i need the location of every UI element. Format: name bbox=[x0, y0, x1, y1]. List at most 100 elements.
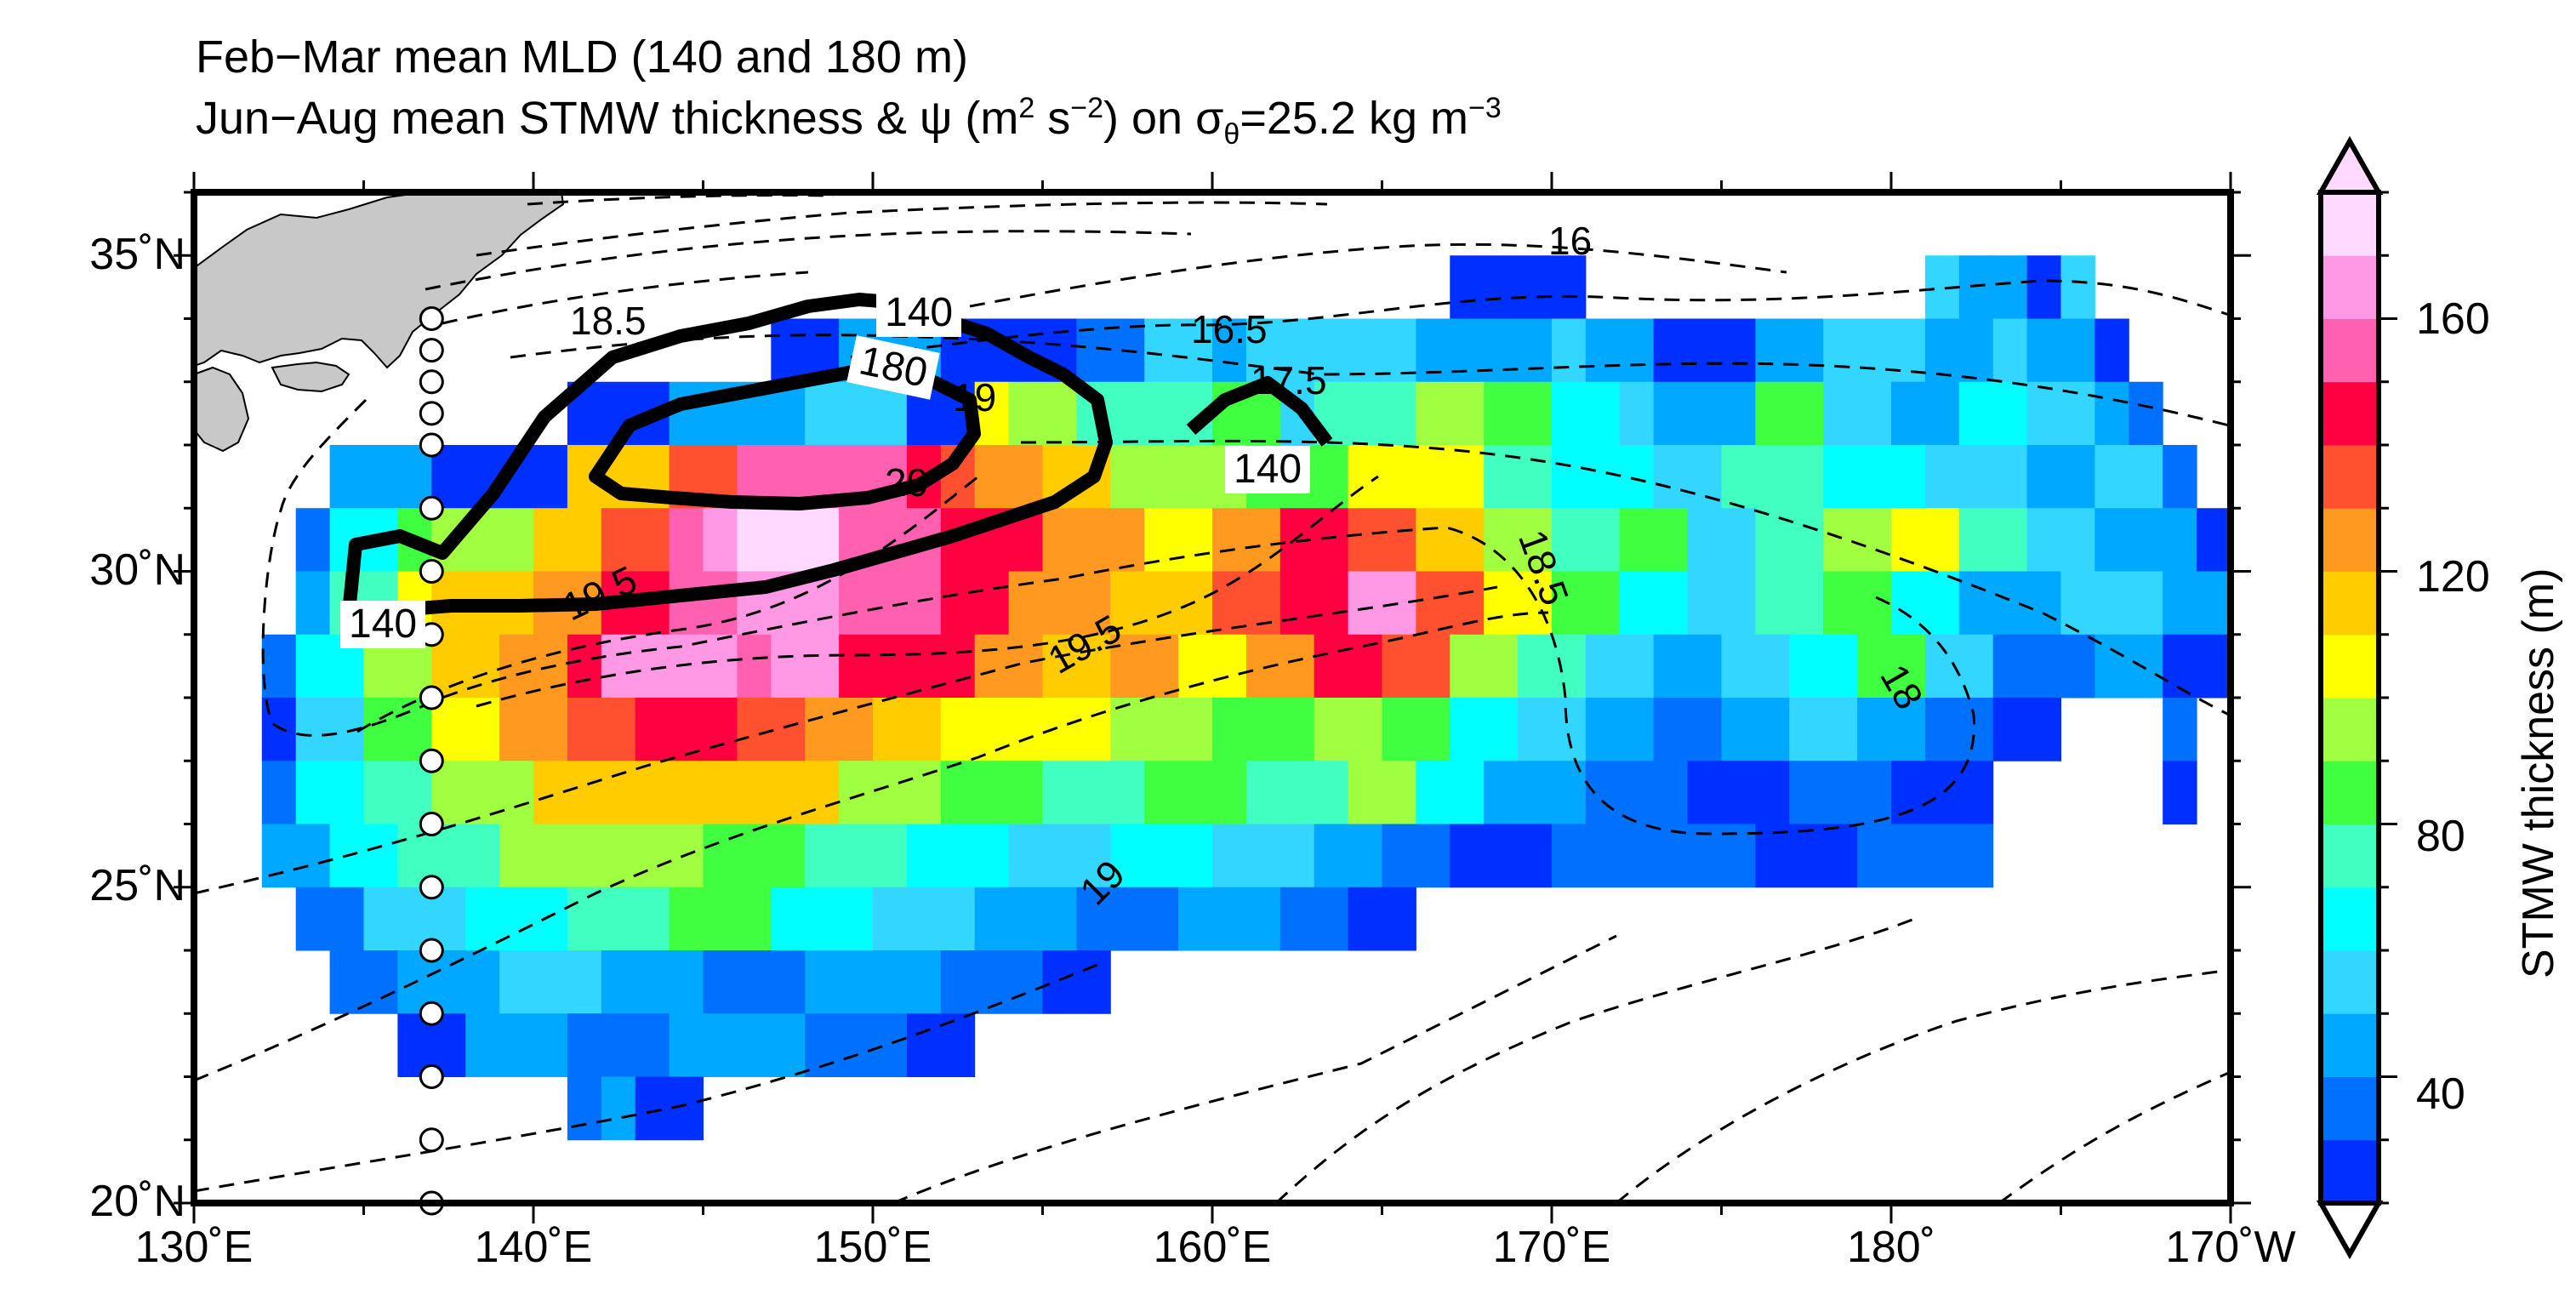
thickness-cell bbox=[1042, 634, 1111, 699]
psi-contour-n1 bbox=[476, 201, 1328, 257]
thickness-cell bbox=[1891, 571, 1960, 636]
thickness-cell bbox=[1755, 571, 1824, 636]
y-tick-label: 30˚N bbox=[89, 545, 185, 595]
thickness-cell bbox=[1755, 318, 1824, 383]
thickness-cell bbox=[1823, 318, 1926, 383]
thickness-cell bbox=[431, 761, 534, 824]
x-tick-label: 180˚ bbox=[1846, 1223, 1936, 1272]
thickness-cell bbox=[295, 571, 331, 636]
thickness-cell bbox=[1450, 698, 1519, 761]
thickness-cell bbox=[1755, 824, 1858, 888]
thickness-cell bbox=[635, 761, 738, 824]
colorbar-tick-label: 80 bbox=[2416, 812, 2465, 861]
thickness-cell bbox=[1484, 571, 1553, 636]
thickness-cell bbox=[329, 950, 398, 1014]
thickness-cell bbox=[1245, 761, 1349, 824]
thickness-cell bbox=[1382, 634, 1450, 699]
thickness-cell bbox=[1585, 698, 1655, 761]
colorbar-swatch bbox=[2321, 1139, 2379, 1204]
colorbar-title: STMW thickness (m) bbox=[2514, 567, 2563, 978]
thickness-cell bbox=[1823, 381, 1892, 446]
thickness-cell bbox=[1585, 761, 1689, 824]
thickness-cell bbox=[1992, 255, 2028, 319]
thickness-cell bbox=[1924, 698, 1994, 761]
mld-contour-140 bbox=[342, 293, 1113, 616]
thickness-cell bbox=[1823, 445, 1926, 509]
thickness-cell bbox=[2163, 698, 2197, 761]
station-marker bbox=[419, 369, 444, 395]
thickness-cell bbox=[703, 508, 738, 572]
thickness-cell bbox=[2163, 571, 2231, 636]
thickness-cell bbox=[2163, 445, 2197, 509]
thickness-cell bbox=[873, 698, 942, 761]
thickness-cell bbox=[2094, 381, 2129, 446]
thickness-cell bbox=[940, 571, 1010, 636]
thickness-cell bbox=[1721, 698, 1790, 761]
thickness-cell bbox=[1110, 698, 1213, 761]
thickness-cell bbox=[1958, 508, 2028, 572]
map-ticks bbox=[174, 172, 2251, 1223]
thickness-cell bbox=[1484, 445, 1553, 509]
thickness-cell bbox=[1687, 571, 1756, 636]
thickness-cell bbox=[1823, 571, 1892, 636]
thickness-cell bbox=[805, 824, 908, 888]
thickness-cell bbox=[737, 761, 840, 824]
title-line-2: Jun−Aug mean STMW thickness & ψ (m2 s−2)… bbox=[196, 92, 1502, 151]
thickness-cell bbox=[1924, 634, 1994, 699]
colorbar-swatch bbox=[2321, 445, 2379, 509]
thickness-cell bbox=[805, 698, 874, 761]
psi-contour-s2 bbox=[892, 934, 1617, 1203]
colorbar-swatch bbox=[2321, 950, 2379, 1014]
thickness-cell bbox=[1279, 508, 1349, 572]
thickness-cell bbox=[839, 571, 942, 636]
thickness-cell bbox=[1008, 571, 1111, 636]
psi-contour-label: 18.5 bbox=[570, 299, 647, 343]
psi-contour-s3 bbox=[1274, 917, 1915, 1203]
colorbar-swatch bbox=[2321, 381, 2379, 446]
thickness-cell bbox=[1348, 508, 1416, 572]
thickness-cell bbox=[974, 887, 1077, 951]
thickness-cell bbox=[1585, 634, 1655, 699]
thickness-cell bbox=[1178, 634, 1247, 699]
thickness-cell bbox=[1416, 381, 1485, 446]
thickness-cell bbox=[2026, 255, 2061, 319]
thickness-cell bbox=[1653, 698, 1722, 761]
thickness-cell bbox=[1484, 761, 1587, 824]
thickness-cell bbox=[1789, 634, 1858, 699]
thickness-cell bbox=[2026, 318, 2095, 383]
thickness-cell bbox=[1891, 761, 1994, 824]
thickness-cell bbox=[499, 824, 602, 888]
thickness-cell bbox=[1891, 508, 1960, 572]
shikoku-land bbox=[271, 361, 350, 393]
station-marker bbox=[419, 306, 444, 331]
thickness-cell bbox=[261, 634, 297, 699]
thickness-cell bbox=[1008, 381, 1077, 446]
thickness-cell bbox=[1687, 508, 1756, 572]
thickness-cell bbox=[2129, 381, 2163, 446]
thickness-cell bbox=[1891, 381, 1960, 446]
thickness-cell bbox=[737, 508, 840, 572]
thickness-cell bbox=[1348, 887, 1416, 951]
station-marker bbox=[419, 559, 444, 584]
thickness-cell bbox=[1212, 571, 1281, 636]
psi-contour-s4 bbox=[1616, 968, 2231, 1203]
thickness-cell bbox=[1552, 824, 1655, 888]
thickness-cell bbox=[1552, 571, 1621, 636]
thickness-cell bbox=[1552, 381, 1621, 446]
mld-contours bbox=[342, 293, 1333, 616]
thickness-cell bbox=[1110, 571, 1213, 636]
colorbar-swatch bbox=[2321, 1013, 2379, 1077]
y-tick-label: 35˚N bbox=[89, 230, 185, 279]
thickness-cell bbox=[1212, 508, 1281, 572]
thickness-cell bbox=[1552, 318, 1587, 383]
thickness-cell bbox=[1992, 318, 2028, 383]
psi-contour-n3 bbox=[442, 271, 809, 325]
thickness-cell bbox=[1857, 634, 1926, 699]
mld-contour-label: 140 bbox=[1225, 446, 1311, 493]
thickness-cell bbox=[2094, 634, 2163, 699]
colorbar-swatch bbox=[2321, 192, 2379, 256]
y-tick-label: 20˚N bbox=[89, 1177, 185, 1226]
thickness-cell bbox=[703, 824, 806, 888]
mld-contour-180 bbox=[589, 359, 981, 510]
psi-contour-18.5 bbox=[261, 398, 1976, 835]
